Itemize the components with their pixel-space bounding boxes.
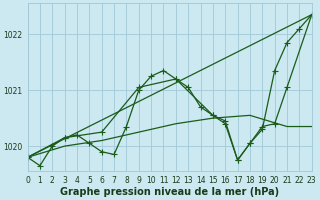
X-axis label: Graphe pression niveau de la mer (hPa): Graphe pression niveau de la mer (hPa): [60, 187, 279, 197]
